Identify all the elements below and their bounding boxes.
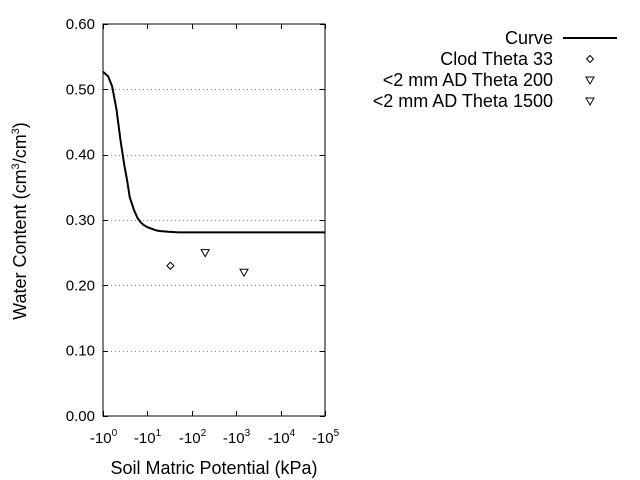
x-tick-label: -105: [312, 428, 340, 447]
legend-marker-diamond: [585, 54, 595, 64]
y-tick-label: 0.50: [66, 81, 95, 98]
y-axis-title: Water Content (cm3/cm3): [10, 122, 30, 320]
legend-label-curve: Curve: [505, 28, 553, 48]
legend-marker-triangle-1500: [585, 97, 595, 107]
legend-label-theta-1500: <2 mm AD Theta 1500: [373, 91, 553, 111]
series-line-curve: [102, 70, 325, 234]
y-tick-label: 0.60: [66, 16, 95, 33]
x-axis-title: Soil Matric Potential (kPa): [110, 458, 317, 478]
x-tick-label: -100: [90, 428, 118, 447]
legend: Curve Clod Theta 33 <2 mm AD Theta 200 <…: [373, 28, 617, 111]
x-tick-label: -104: [268, 428, 296, 447]
data-point-triangle-down: [239, 268, 249, 278]
legend-label-clod-theta-33: Clod Theta 33: [440, 49, 553, 69]
grid: [103, 89, 325, 352]
y-axis: 0.00 0.10 0.20 0.30 0.40 0.50 0.60: [66, 16, 325, 425]
y-tick-label: 0.30: [66, 212, 95, 229]
x-tick-label: -103: [223, 428, 251, 447]
plot-area: [102, 70, 325, 278]
legend-label-theta-200: <2 mm AD Theta 200: [383, 70, 553, 90]
x-tick-label: -102: [179, 428, 207, 447]
data-point-triangle-down: [200, 249, 211, 258]
legend-marker-triangle-200: [585, 76, 595, 86]
x-axis: -100 -101 -102 -103 -104 -105: [90, 24, 340, 447]
y-tick-label: 0.00: [66, 408, 95, 425]
y-tick-label: 0.20: [66, 277, 95, 294]
y-tick-label: 0.10: [66, 343, 95, 360]
x-tick-label: -101: [134, 428, 162, 447]
y-tick-label: 0.40: [66, 147, 95, 164]
data-point-diamond: [166, 261, 175, 270]
